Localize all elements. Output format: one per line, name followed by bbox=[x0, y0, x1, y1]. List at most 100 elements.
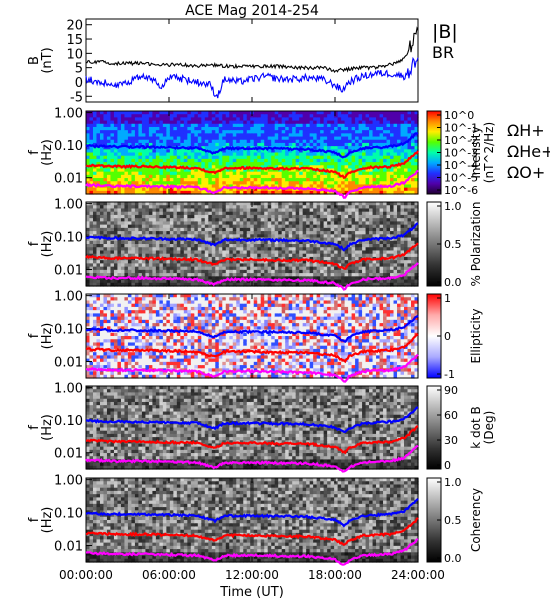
heatmap-5 bbox=[86, 478, 419, 563]
legend-b-magnitude: |B| bbox=[432, 21, 458, 43]
gyro-line-He+ bbox=[85, 242, 419, 271]
heatmap-1 bbox=[86, 111, 419, 195]
gyro-label: ΩH+ bbox=[507, 121, 545, 140]
colorbar-tick-label: 10^-6 bbox=[444, 184, 478, 197]
y-axis-label: (Hz) bbox=[40, 323, 55, 350]
y-tick-label: 1.00 bbox=[54, 474, 83, 489]
colorbar-label: % Polarization bbox=[469, 202, 483, 287]
colorbar-tick-label: 10^0 bbox=[444, 109, 474, 122]
gyro-label: ΩO+ bbox=[507, 163, 545, 182]
colorbar-tick-label: 60 bbox=[444, 409, 458, 422]
colorbar-tick-label: 0.0 bbox=[444, 276, 462, 289]
colorbar-tick-label: 0 bbox=[444, 330, 451, 343]
panel-3: f(Hz) 1.00 0.10 0.01 1 0 -1 Ellipticity bbox=[27, 290, 483, 383]
x-tick-label: 06:00:00 bbox=[142, 568, 196, 582]
colorbar-tick-label: 10^-3 bbox=[444, 147, 478, 160]
y-axis-label: (Hz) bbox=[40, 414, 55, 441]
colorbar-tick-label: 10^-4 bbox=[444, 159, 478, 172]
x-tick-label: 24:00:00 bbox=[391, 568, 445, 582]
colorbar-tick-label: -1 bbox=[444, 368, 455, 381]
y-axis-label: (nT) bbox=[40, 47, 55, 73]
colorbar-tick-label: 0 bbox=[444, 459, 451, 472]
y-tick-label: 1.00 bbox=[54, 290, 83, 305]
gyro-label: ΩHe+ bbox=[507, 142, 550, 161]
gyro-line-He+ bbox=[85, 333, 419, 364]
x-tick-label: 12:00:00 bbox=[225, 568, 279, 582]
x-tick-label: 00:00:00 bbox=[59, 568, 113, 582]
y-axis-label: B bbox=[27, 56, 42, 65]
colorbar-tick-label: 10^-1 bbox=[444, 122, 478, 135]
y-tick-label: 0.10 bbox=[54, 507, 83, 522]
y-tick-label: 0.01 bbox=[54, 264, 83, 279]
gyro-line-H+ bbox=[85, 314, 419, 344]
heatmap-2 bbox=[86, 202, 419, 287]
gyro-line-H+ bbox=[85, 498, 419, 528]
y-tick-label: 0 bbox=[75, 76, 83, 91]
panel-2: f(Hz) 1.00 0.10 0.01 1.0 0.5 0.0 % Polarization bbox=[27, 198, 483, 291]
y-axis-label: f bbox=[27, 241, 42, 246]
colorbar-tick-label: 90 bbox=[444, 384, 458, 397]
gyro-line-He+ bbox=[85, 150, 419, 179]
series-line-b-magnitude bbox=[86, 26, 419, 73]
gyro-line-He+ bbox=[85, 517, 419, 547]
gyro-line-O+ bbox=[85, 169, 419, 199]
y-tick-label: 0.10 bbox=[54, 414, 83, 429]
y-axis-label: f bbox=[27, 425, 42, 430]
y-tick-label: 0.10 bbox=[54, 231, 83, 246]
gyro-line-H+ bbox=[85, 132, 419, 159]
legend-b-radial: BR bbox=[432, 43, 454, 62]
panel-1: f(Hz)1.000.100.0110^010^-110^-210^-310^-… bbox=[27, 107, 550, 199]
y-tick-label: 0.01 bbox=[54, 356, 83, 371]
colorbar-tick-label: 10^-5 bbox=[444, 172, 478, 185]
y-tick-label: 5 bbox=[75, 62, 83, 77]
colorbar-tick-label: 0.0 bbox=[444, 552, 462, 565]
y-axis-label: (Hz) bbox=[40, 139, 55, 166]
gyro-line-H+ bbox=[85, 222, 419, 252]
colorbar-tick-label: 0.5 bbox=[444, 514, 462, 527]
gyro-line-O+ bbox=[85, 262, 419, 291]
colorbar bbox=[426, 385, 442, 470]
y-tick-label: 0.10 bbox=[54, 139, 83, 154]
y-axis-label: f bbox=[27, 333, 42, 338]
heatmap-4 bbox=[86, 386, 419, 470]
gyro-line-O+ bbox=[85, 444, 419, 473]
panel-5: f(Hz) 1.00 0.10 0.01 1.0 0.5 0.0 Coherency bbox=[27, 474, 483, 566]
gyro-line-H+ bbox=[85, 406, 419, 434]
colorbar-tick-label: 1 bbox=[444, 292, 451, 305]
y-axis-label: f bbox=[27, 517, 42, 522]
y-tick-label: 0.01 bbox=[54, 172, 83, 187]
y-tick-label: 0.01 bbox=[54, 447, 83, 462]
y-tick-label: 1.00 bbox=[54, 107, 83, 122]
y-tick-label: -5 bbox=[70, 90, 83, 105]
colorbar-label: Intensity bbox=[469, 126, 483, 178]
y-tick-label: 20 bbox=[66, 19, 83, 34]
colorbar-tick-label: 30 bbox=[444, 434, 458, 447]
y-tick-label: 15 bbox=[66, 33, 83, 48]
colorbar-label: (nT^2/Hz) bbox=[482, 122, 496, 183]
heatmap-3 bbox=[86, 294, 419, 379]
y-tick-label: 0.10 bbox=[54, 323, 83, 338]
x-tick-label: 18:00:00 bbox=[308, 568, 362, 582]
colorbar-label: (Deg) bbox=[482, 411, 496, 445]
panel-4: f(Hz) 1.00 0.10 0.01 90 60 30 0 k dot B (Deg) bbox=[27, 382, 496, 473]
colorbar-label: Coherency bbox=[469, 488, 483, 552]
y-tick-label: 0.01 bbox=[54, 540, 83, 555]
x-axis-label: Time (UT) bbox=[219, 585, 284, 600]
gyro-line-O+ bbox=[85, 353, 419, 383]
gyro-line-He+ bbox=[86, 425, 419, 455]
y-axis-label: (Hz) bbox=[40, 507, 55, 534]
y-tick-label: 10 bbox=[66, 47, 83, 62]
colorbar-tick-label: 1.0 bbox=[444, 476, 462, 489]
colorbar-tick-label: 10^-2 bbox=[444, 134, 478, 147]
chart-title: ACE Mag 2014-254 bbox=[185, 3, 319, 19]
y-axis-label: f bbox=[27, 150, 42, 155]
y-axis-label: (Hz) bbox=[40, 231, 55, 258]
colorbar-label: k dot B bbox=[469, 406, 483, 448]
y-tick-label: 1.00 bbox=[54, 382, 83, 397]
y-tick-label: 1.00 bbox=[54, 198, 83, 213]
colorbar-tick-label: 1.0 bbox=[444, 200, 462, 213]
gyro-line-O+ bbox=[85, 538, 419, 566]
colorbar-label: Ellipticity bbox=[469, 309, 483, 364]
